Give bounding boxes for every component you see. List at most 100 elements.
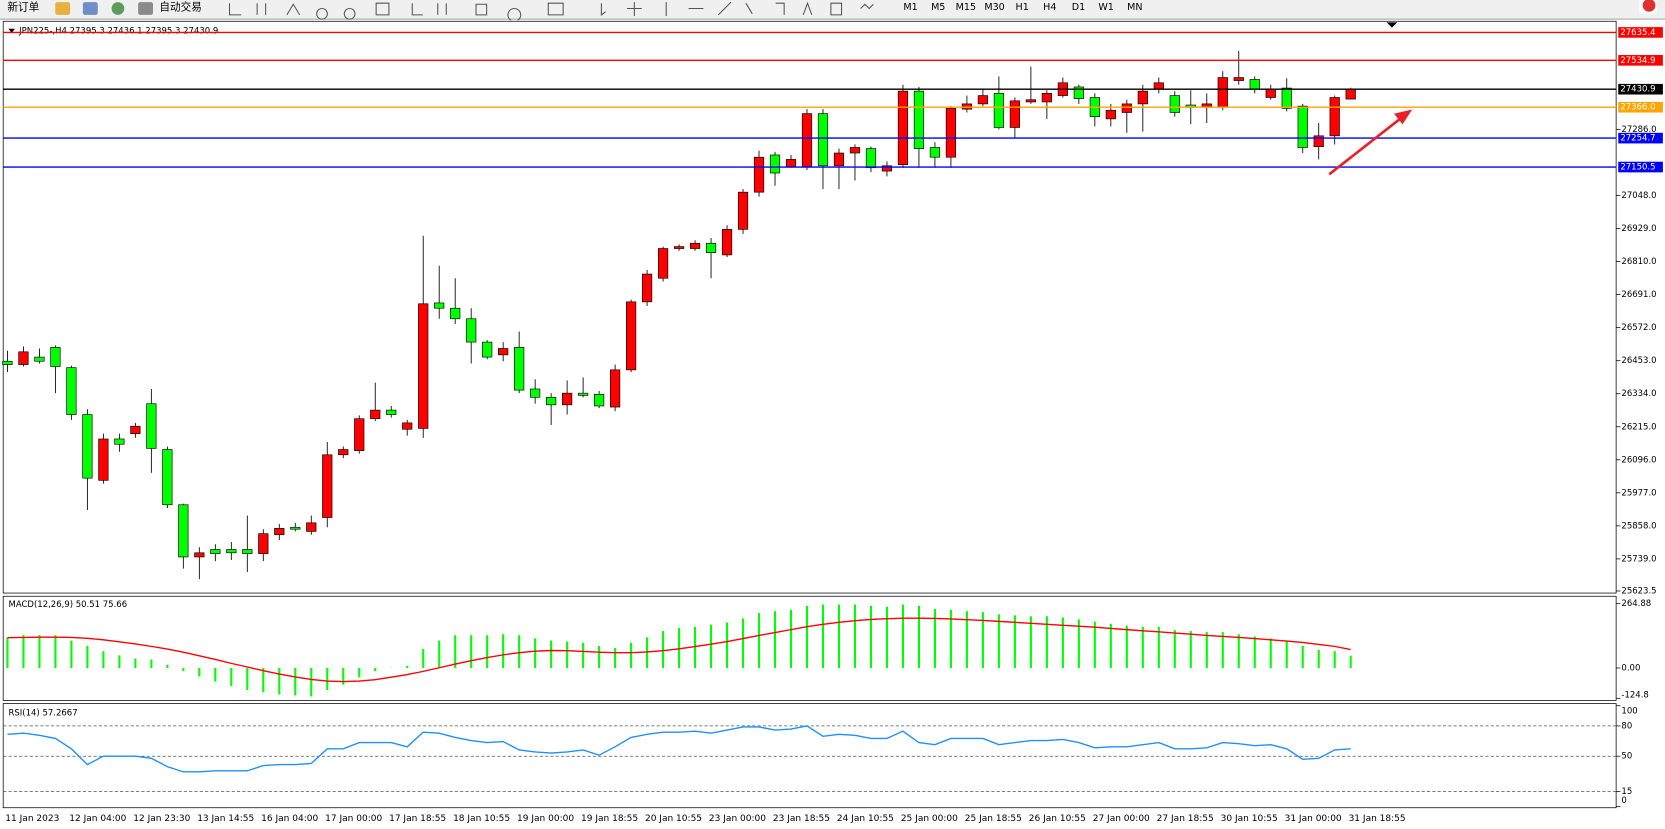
timeframe-button[interactable]: MN (1127, 2, 1142, 13)
candle-body (977, 95, 989, 105)
timeframe-button[interactable]: D1 (1072, 2, 1085, 13)
candle-body (1249, 79, 1260, 90)
candle-body (322, 454, 333, 518)
x-tick-label: 13 Jan 14:55 (197, 814, 254, 824)
candle-body (578, 392, 589, 396)
x-tick-label: 23 Jan 00:00 (709, 814, 766, 824)
candle-body (641, 273, 653, 303)
candle-body (386, 409, 397, 415)
candle-body (1329, 97, 1340, 137)
rsi-pane (2, 703, 1617, 809)
candle-body (897, 90, 909, 166)
candle-body (673, 246, 685, 249)
candle-body (1009, 100, 1020, 128)
toolbar-icon[interactable] (138, 2, 154, 15)
header-marker (8, 28, 15, 33)
x-tick-label: 31 Jan 18:55 (1349, 814, 1406, 824)
signal-line (7, 617, 1351, 683)
candle-body (130, 425, 141, 435)
candle-body (993, 93, 1004, 128)
y-tick-label: 26453.0 (1621, 356, 1656, 366)
candle-body (961, 103, 973, 110)
candle-body (833, 152, 845, 167)
price-level-label: 27635.4 (1620, 28, 1655, 38)
y-tick-label: 264.88 (1621, 599, 1651, 609)
macd-header: MACD(12,26,9) 50.51 75.66 (9, 600, 128, 610)
candle-body (418, 303, 429, 429)
y-tick-label: 80 (1621, 721, 1632, 731)
timeframe-button[interactable]: M1 (903, 2, 917, 13)
rsi-header: RSI(14) 57.2667 (9, 709, 78, 719)
candle-body (290, 526, 301, 530)
price-level-box (1618, 101, 1663, 113)
candle-body (785, 159, 797, 167)
candle-body (194, 552, 205, 558)
chart-window (0, 20, 1665, 829)
y-tick-label: 26572.0 (1621, 323, 1656, 333)
annotation-arrow (1328, 109, 1413, 176)
candle-body (18, 351, 29, 365)
candle-body (689, 242, 701, 249)
candle-body (306, 522, 317, 532)
timeframe-button[interactable]: M15 (956, 2, 976, 13)
x-tick-label: 26 Jan 10:55 (1029, 814, 1086, 824)
candle-body (354, 418, 365, 451)
candle-body (610, 369, 621, 408)
candle-body (1025, 99, 1036, 103)
y-tick-label: 50 (1621, 752, 1632, 762)
candle-body (242, 549, 253, 554)
candle-body (1297, 105, 1308, 148)
timeframe-button[interactable]: W1 (1098, 2, 1114, 13)
toolbar-icon[interactable] (111, 2, 125, 15)
timeframe-button[interactable]: M30 (984, 2, 1004, 13)
new-order-button[interactable]: 新订单 (7, 0, 39, 13)
candle-body (450, 307, 461, 320)
candle-body (1281, 87, 1292, 109)
candle-body (1153, 82, 1164, 90)
price-level-box (1618, 132, 1663, 144)
notification-badge[interactable] (1642, 0, 1656, 12)
candle-body (657, 248, 669, 279)
y-tick-label: 26810.0 (1621, 257, 1656, 267)
y-tick-label: 26929.0 (1621, 224, 1656, 234)
candle-body (1265, 88, 1276, 98)
arrow-head (1394, 109, 1413, 125)
x-tick-label: 27 Jan 00:00 (1093, 814, 1150, 824)
price-level-box (1618, 55, 1663, 66)
timeframe-button[interactable]: M5 (931, 2, 945, 13)
x-tick-label: 23 Jan 18:55 (773, 814, 830, 824)
candle-body (721, 229, 733, 256)
x-tick-label: 11 Jan 2023 (5, 814, 59, 824)
auto-trading-button[interactable]: 自动交易 (159, 0, 201, 13)
timeframe-button[interactable]: H1 (1016, 2, 1029, 13)
candle-body (466, 318, 477, 343)
toolbar-icon[interactable] (82, 2, 98, 15)
candle-body (2, 360, 13, 365)
candle-body (546, 397, 557, 406)
rsi-line (7, 725, 1351, 773)
price-level-label: 27366.0 (1620, 103, 1655, 113)
x-tick-label: 17 Jan 18:55 (389, 814, 446, 824)
candle-body (50, 347, 61, 367)
toolbar-icon[interactable] (55, 2, 71, 15)
toolbar-icons (228, 1, 874, 22)
candle-body (881, 165, 893, 172)
chart-shift-marker (1386, 22, 1398, 28)
timeframe-button[interactable]: H4 (1043, 2, 1056, 13)
candle-body (913, 90, 925, 149)
price-level-box (1618, 83, 1663, 95)
arrow-shaft (1328, 115, 1404, 176)
price-level-box (1618, 27, 1663, 38)
x-tick-label: 25 Jan 00:00 (901, 814, 958, 824)
x-tick-label: 12 Jan 04:00 (69, 814, 126, 824)
y-tick-label: 25739.0 (1621, 554, 1656, 564)
candle-body (1073, 86, 1084, 99)
candle-body (530, 388, 541, 398)
candle-body (274, 528, 285, 536)
x-tick-label: 19 Jan 00:00 (517, 814, 574, 824)
candle-body (34, 356, 45, 362)
price-level-label: 27254.7 (1620, 134, 1655, 144)
chart-header: JPN225-,H4 27395.3 27436.1 27395.3 27430… (18, 26, 218, 36)
candle-body (1121, 103, 1132, 113)
